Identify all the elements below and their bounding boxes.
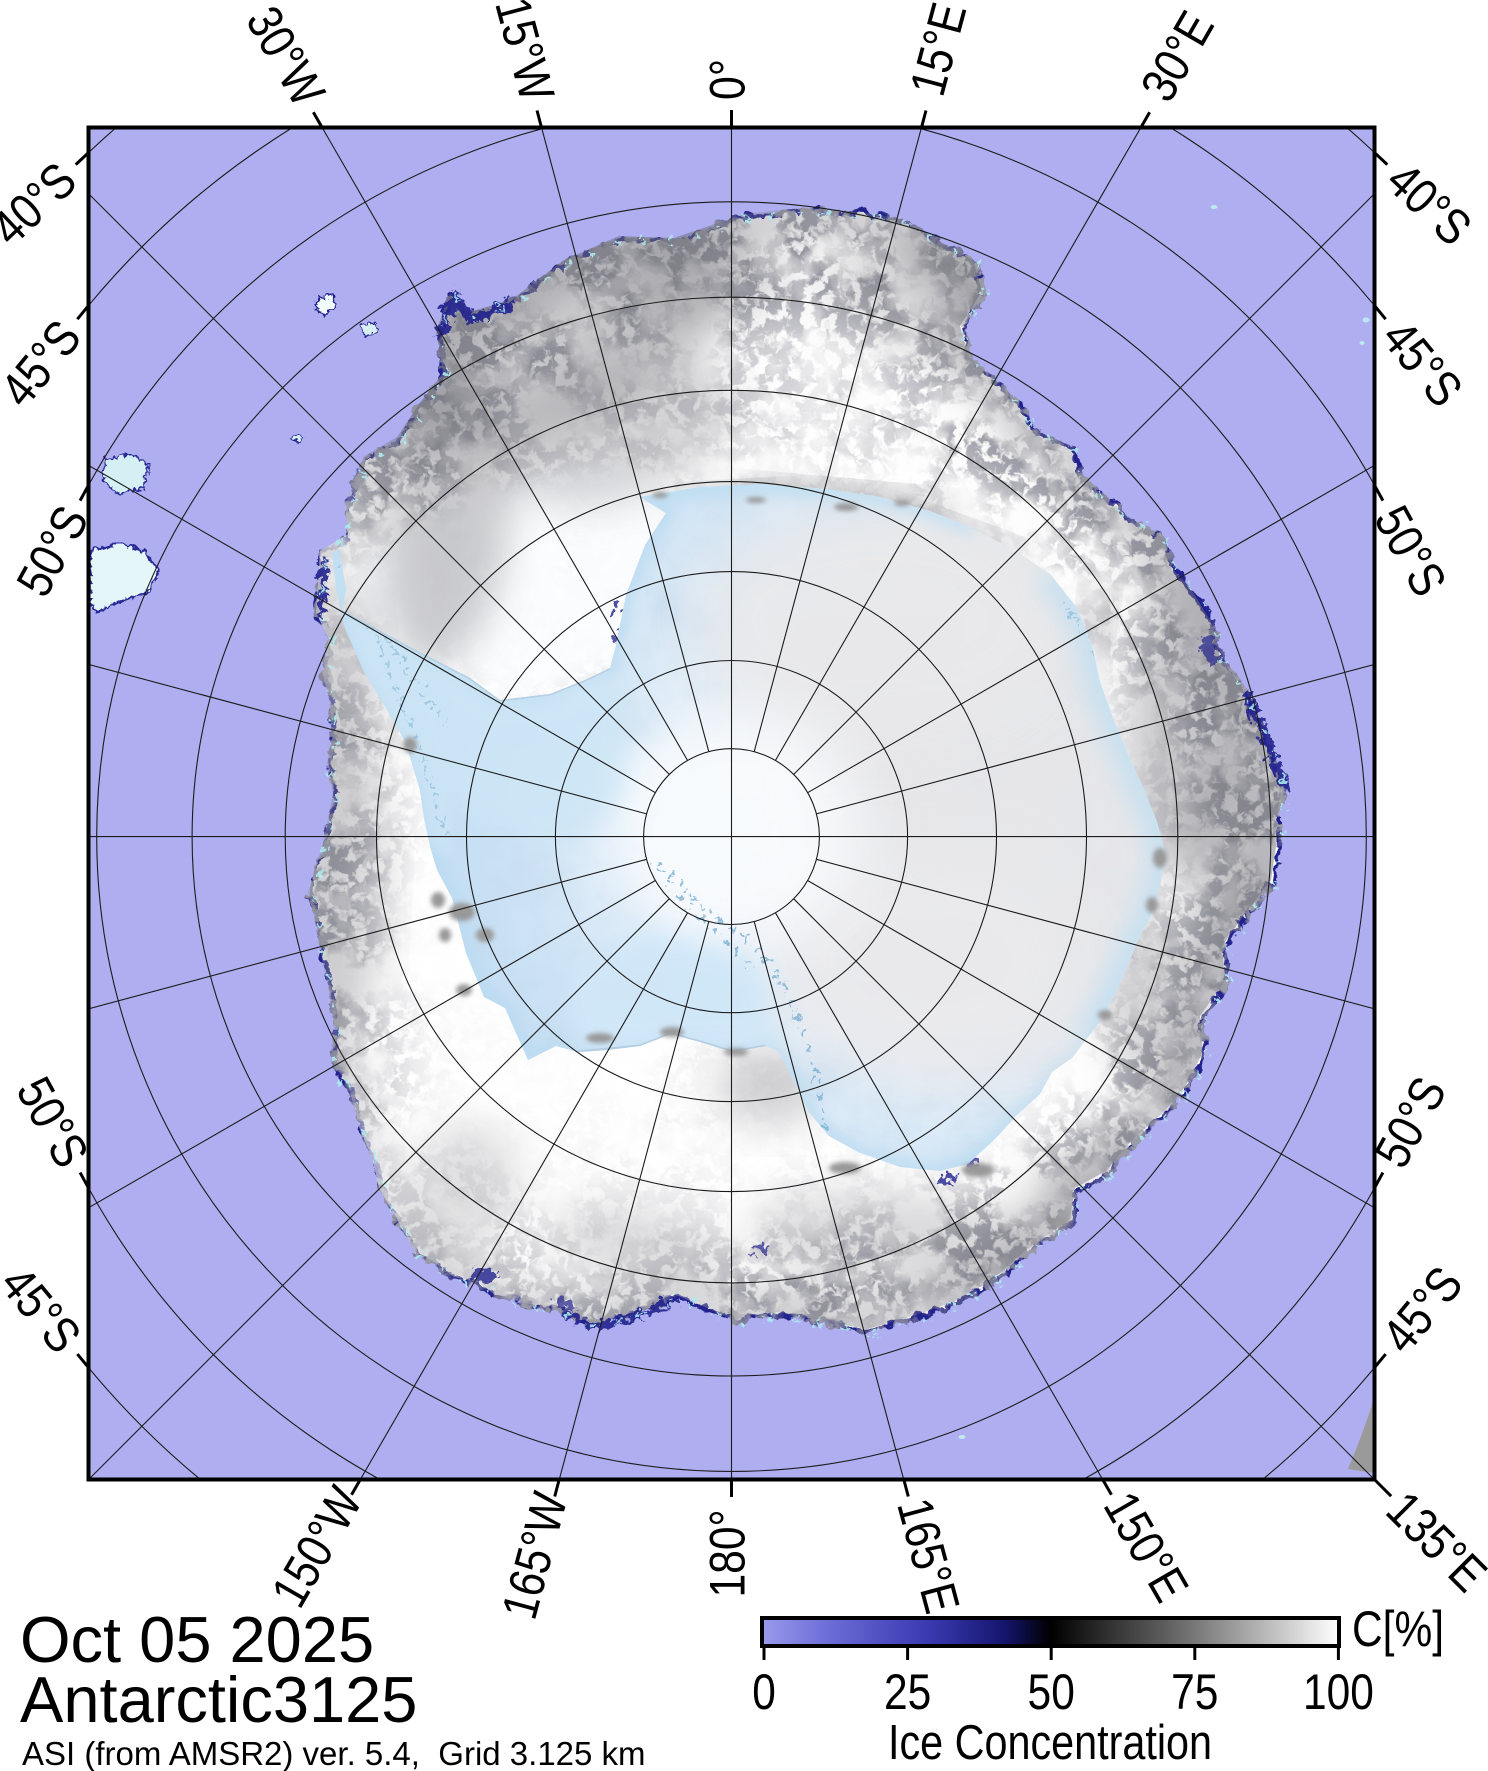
svg-text:ASI (from AMSR2) ver. 5.4, Gr: ASI (from AMSR2) ver. 5.4, Grid 3.125 km bbox=[22, 1735, 646, 1771]
svg-text:0°: 0° bbox=[700, 59, 756, 100]
svg-text:0: 0 bbox=[752, 1664, 776, 1720]
svg-text:Antarctic3125: Antarctic3125 bbox=[20, 1663, 417, 1736]
svg-text:Oct 05 2025: Oct 05 2025 bbox=[20, 1603, 374, 1676]
svg-text:100: 100 bbox=[1303, 1664, 1374, 1720]
svg-text:25: 25 bbox=[884, 1664, 931, 1720]
svg-text:180°: 180° bbox=[700, 1510, 756, 1598]
svg-text:50: 50 bbox=[1028, 1664, 1075, 1720]
svg-text:Ice Concentration: Ice Concentration bbox=[888, 1716, 1212, 1770]
svg-text:75: 75 bbox=[1171, 1664, 1218, 1720]
svg-text:C[%]: C[%] bbox=[1352, 1601, 1444, 1657]
